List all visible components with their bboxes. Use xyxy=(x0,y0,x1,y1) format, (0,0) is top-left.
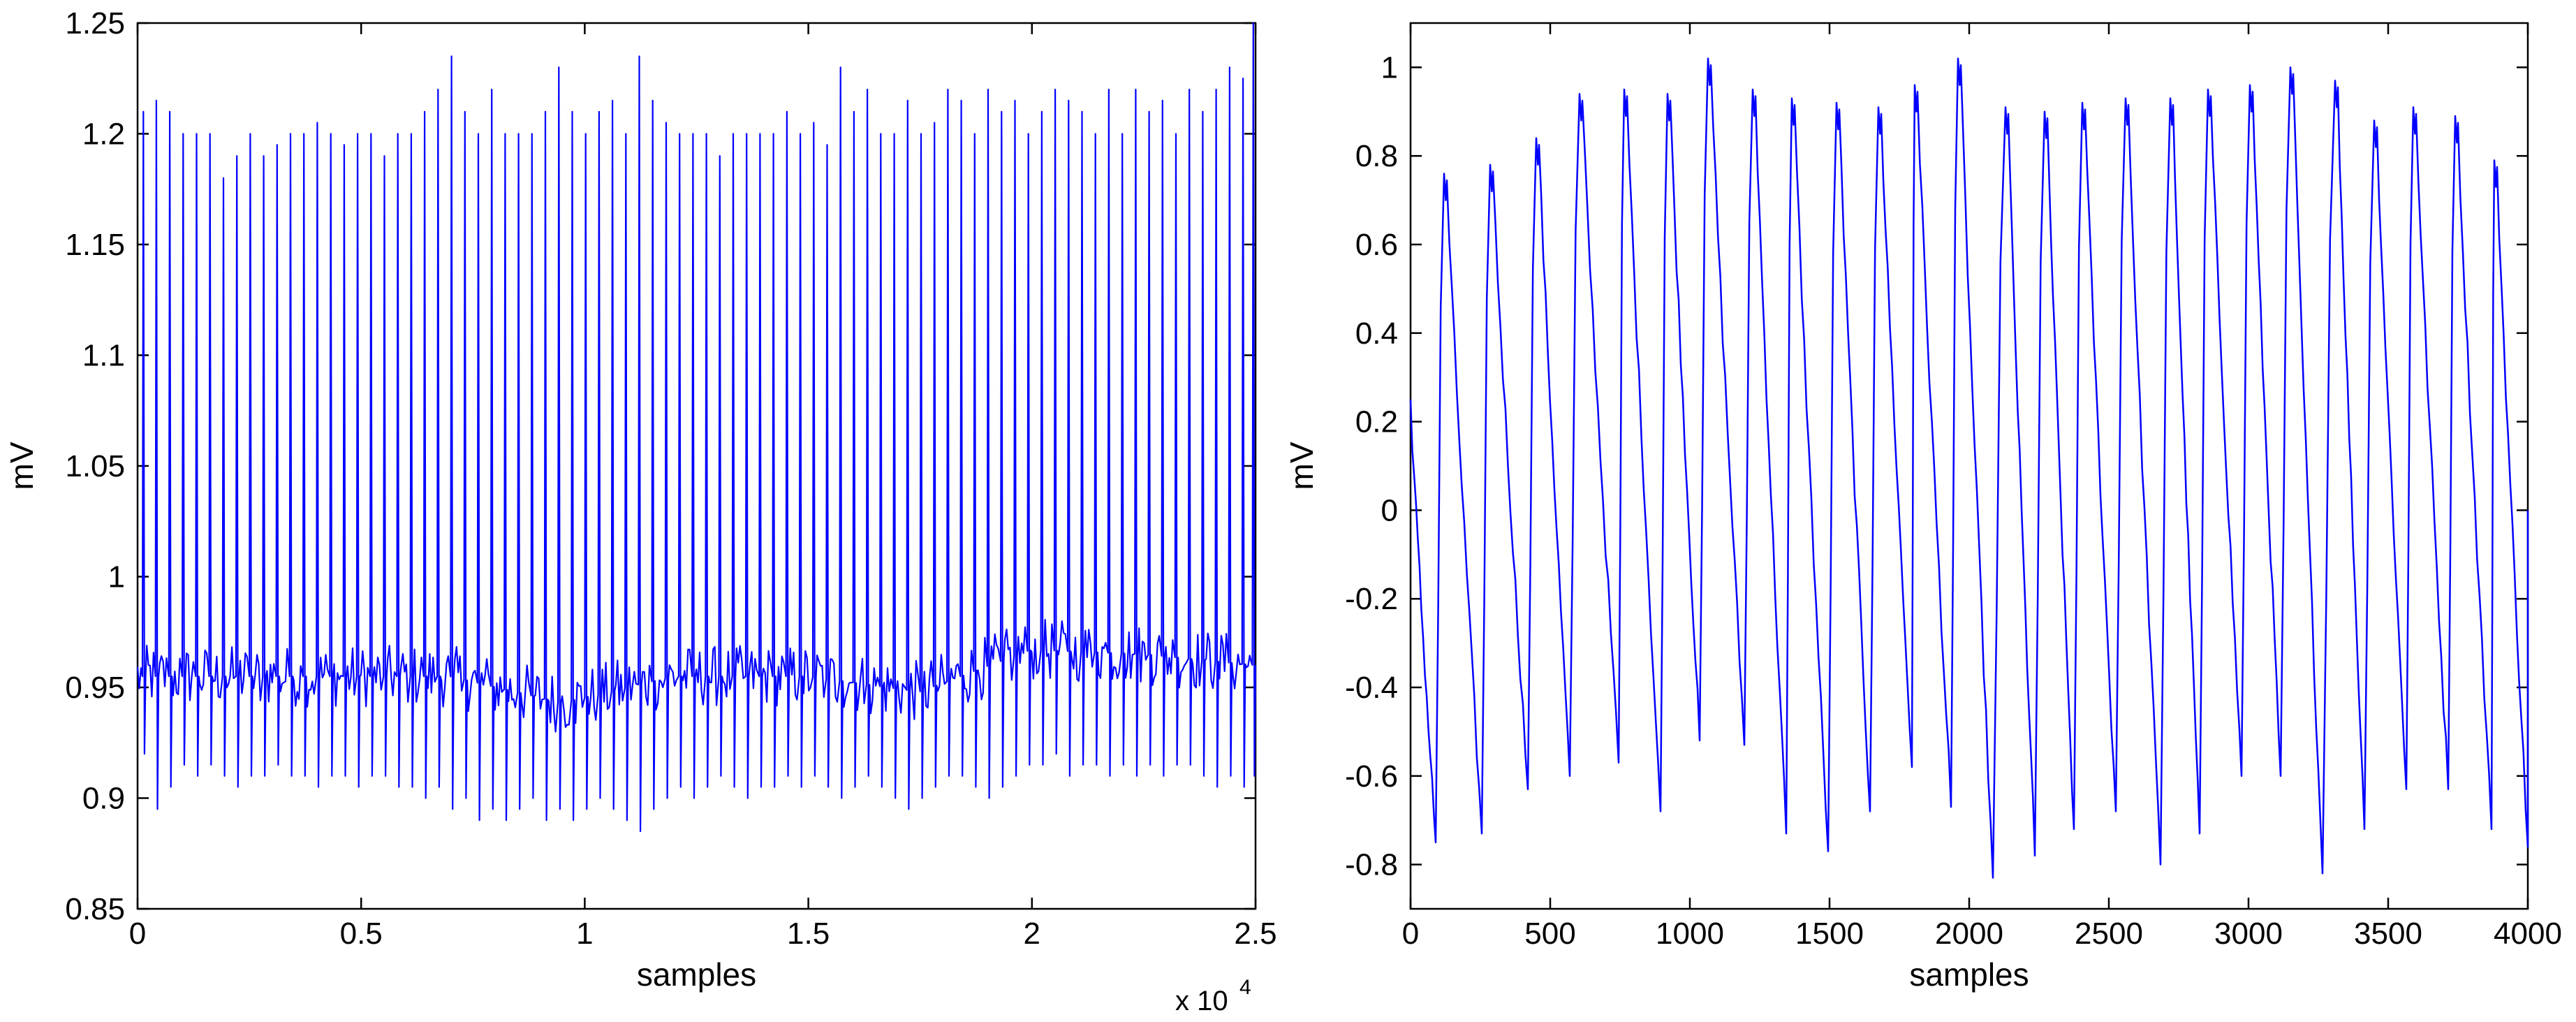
x-axis-multiplier-exponent: 4 xyxy=(1239,976,1251,999)
x-tick-label: 4000 xyxy=(2494,917,2562,951)
x-tick-label: 2000 xyxy=(1935,917,2003,951)
y-tick-label: -0.2 xyxy=(1345,582,1398,616)
y-tick-label: 1.15 xyxy=(65,228,125,262)
x-tick-label: 3000 xyxy=(2214,917,2283,951)
y-tick-label: -0.8 xyxy=(1345,848,1398,882)
y-axis-label: mV xyxy=(3,441,40,490)
y-tick-label: 0.9 xyxy=(82,782,125,816)
y-tick-label: -0.4 xyxy=(1345,671,1398,705)
x-axis-label: samples xyxy=(637,956,756,993)
x-tick-label: 2 xyxy=(1024,917,1040,951)
y-tick-label: 1 xyxy=(1381,50,1398,85)
x-tick-label: 0 xyxy=(129,917,146,951)
x-tick-label: 1000 xyxy=(1656,917,1724,951)
x-tick-label: 1 xyxy=(576,917,593,951)
y-tick-label: 0.2 xyxy=(1355,405,1398,439)
y-tick-label: 0.85 xyxy=(65,892,125,926)
y-tick-label: 1.05 xyxy=(65,449,125,483)
x-tick-label: 2.5 xyxy=(1234,917,1276,951)
y-tick-label: 0.4 xyxy=(1355,316,1398,351)
x-tick-label: 3500 xyxy=(2354,917,2422,951)
y-axis-label: mV xyxy=(1283,441,1320,490)
x-tick-label: 1.5 xyxy=(787,917,830,951)
chart-ecg-long: 0 0.5 1 1.5 2 2.5 0.85 0.9 0.95 1 1.05 1.1 1.15 1.2 1.… xyxy=(3,6,1277,1016)
series-line xyxy=(1409,57,2529,879)
y-tick-label: -0.6 xyxy=(1345,759,1398,794)
y-tick-label: 0.6 xyxy=(1355,228,1398,262)
x-axis-label: samples xyxy=(1909,956,2029,993)
chart-ecg-short: 0 500 1000 1500 2000 2500 3000 3500 4000 -0.8 -0.6… xyxy=(1283,22,2562,993)
y-tick-label: 0.95 xyxy=(65,671,125,705)
x-tick-label: 1500 xyxy=(1795,917,1864,951)
x-tick-label: 0 xyxy=(1402,917,1419,951)
x-axis-multiplier: x 10 xyxy=(1175,986,1228,1016)
y-tick-label: 1.25 xyxy=(65,6,125,41)
y-tick-label: 1.1 xyxy=(82,339,125,373)
x-tick-label: 0.5 xyxy=(340,917,383,951)
series-line xyxy=(136,22,1257,833)
y-tick-label: 1 xyxy=(108,560,125,594)
x-tick-label: 500 xyxy=(1524,917,1575,951)
y-tick-label: 0 xyxy=(1381,493,1398,527)
plot-area xyxy=(1409,22,2529,910)
y-tick-label: 1.2 xyxy=(82,117,125,152)
y-tick-label: 0.8 xyxy=(1355,139,1398,173)
x-tick-label: 2500 xyxy=(2075,917,2143,951)
